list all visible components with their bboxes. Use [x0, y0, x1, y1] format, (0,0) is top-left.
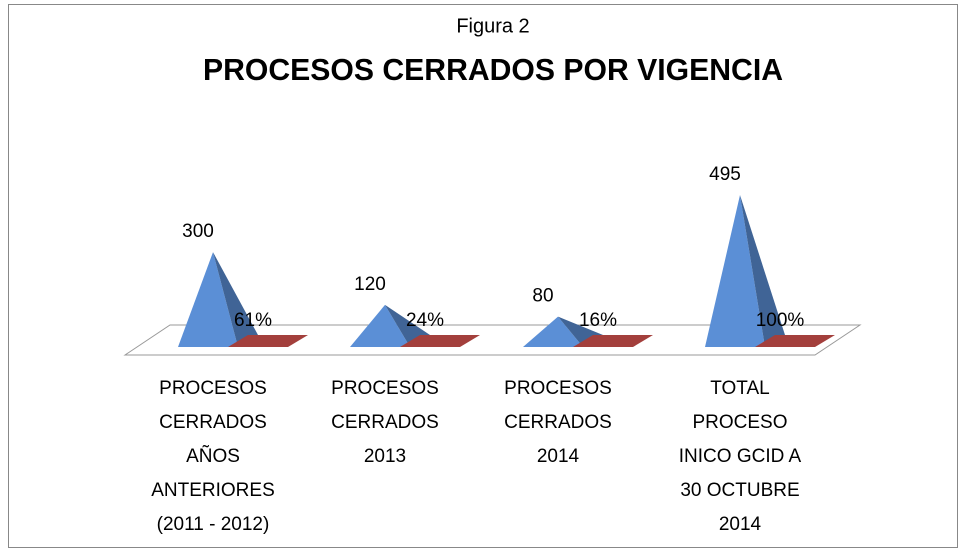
data-label: 61%: [234, 310, 272, 331]
data-label: 24%: [406, 310, 444, 331]
x-tick-label: PROCESOS CERRADOS AÑOS ANTERIORES (2011 …: [151, 378, 275, 535]
data-label: 80: [532, 286, 553, 307]
pyramid-front: [400, 335, 480, 347]
pyramid: [573, 335, 653, 347]
chart-subtitle: Figura 2: [456, 15, 529, 37]
pyramid-front: [705, 195, 765, 347]
pyramid: [755, 335, 835, 347]
pyramid: [228, 335, 308, 347]
x-tick-label: TOTAL PROCESO INICO GCID A 30 OCTUBRE 20…: [678, 378, 802, 535]
pyramid-front: [350, 304, 410, 347]
data-label: 120: [354, 274, 386, 295]
pyramid-front: [178, 252, 238, 347]
pyramid-front: [523, 316, 583, 347]
pyramid-side: [213, 252, 258, 347]
x-tick-label: PROCESOS CERRADOS 2013: [331, 378, 439, 467]
pyramid-front: [755, 335, 835, 347]
pyramid: [705, 195, 785, 347]
x-tick-label: PROCESOS CERRADOS 2014: [504, 378, 612, 467]
data-label: 495: [709, 164, 741, 185]
pyramid-side: [740, 195, 785, 347]
chart-title: PROCESOS CERRADOS POR VIGENCIA: [203, 52, 783, 87]
frame: [8, 4, 958, 548]
pyramid-front: [573, 335, 653, 347]
pyramid: [400, 335, 480, 347]
data-label: 100%: [756, 310, 805, 331]
data-label: 16%: [579, 310, 617, 331]
pyramid-front: [228, 335, 308, 347]
data-label: 300: [182, 221, 214, 242]
pyramid: [178, 252, 258, 347]
floor: [123, 324, 862, 356]
